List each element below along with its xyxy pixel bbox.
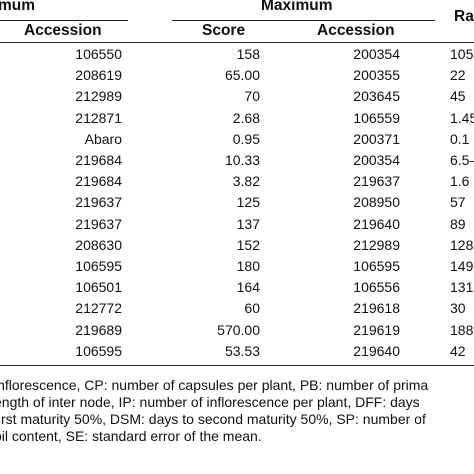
cell-score: 65.00 [224,67,260,84]
cell-score: 164 [236,279,260,296]
group-header-maximum: Maximum [261,0,333,14]
table-row: Abaro 0.95 200371 0.1 [0,129,474,150]
cell-score: 152 [236,236,260,253]
group-rule-max [172,20,435,21]
footnote-line-2: ength of inter node, IP: number of inflo… [0,394,420,410]
cell-range: 30 [450,300,466,317]
cell-score: 53.53 [224,342,260,359]
footnote-line-4: oil content, SE: standard error of the m… [0,428,262,444]
table-row: 219684 10.33 200354 6.5– [0,150,474,171]
table-row: 106595 53.53 219640 42 [0,341,474,362]
cell-min-accession: 106501 [75,279,122,296]
cell-min-accession: 106550 [75,46,122,62]
cell-min-accession: 208630 [75,236,122,253]
group-rule-min [0,20,128,21]
cell-range: 42 [450,342,466,359]
cell-min-accession: 106595 [75,258,122,274]
cell-range: 0.1 [450,130,470,147]
cell-range: 105 [450,46,474,62]
cell-range: 89 [450,215,466,232]
cell-score: 125 [236,194,260,211]
cell-min-accession: 212989 [75,88,122,105]
cell-min-accession: 219684 [75,152,122,168]
cell-min-accession: 106595 [75,342,122,359]
cell-max-accession: 219637 [353,173,400,190]
cell-min-accession: 219637 [75,194,122,211]
cell-max-accession: 219618 [353,300,400,317]
cell-max-accession: 200354 [353,46,400,62]
cell-range: 57 [450,194,466,211]
cell-max-accession: 106559 [353,109,400,126]
cell-max-accession: 219619 [353,321,400,338]
cell-range: 45 [450,88,466,105]
cell-score: 10.33 [224,152,260,168]
cell-range: 149 [450,258,474,274]
col-header-accession-min: Accession [24,22,102,39]
cell-score: 570.00 [217,321,260,338]
cell-score: 0.95 [232,130,260,147]
table-row: 212989 70 203645 45 [0,86,474,107]
cell-min-accession: 219684 [75,173,122,190]
cell-max-accession: 200371 [353,130,400,147]
group-header-minimum: mum [0,0,36,14]
cell-range: 22 [450,67,466,84]
cell-score: 180 [236,258,260,274]
cell-score: 2.68 [232,109,260,126]
cell-score: 158 [236,46,260,62]
table-row: 212871 2.68 106559 1.45 [0,108,474,129]
col-header-accession-max: Accession [317,22,395,39]
table-row: 106550 158 200354 105 [0,44,474,65]
table-row: 106501 164 106556 131 [0,277,474,298]
cell-max-accession: 200354 [353,152,400,168]
cell-range: 6.5– [450,152,474,168]
cell-min-accession: 212772 [75,300,122,317]
cell-min-accession: 219689 [75,321,122,338]
cell-max-accession: 200355 [353,67,400,84]
cell-max-accession: 106556 [353,279,400,296]
cell-score: 3.82 [232,173,260,190]
cell-range: 1.6 [450,173,470,190]
table-row: 219689 570.00 219619 188 [0,320,474,341]
table-row: 219684 3.82 219637 1.6 [0,171,474,192]
cell-range: 188 [450,321,474,338]
cell-min-accession: 212871 [75,109,122,126]
table-row: 212772 60 219618 30 [0,298,474,319]
cell-max-accession: 106595 [353,258,400,274]
cell-min-accession: 208619 [75,67,122,84]
cell-max-accession: 219640 [353,215,400,232]
cell-max-accession: 212989 [353,236,400,253]
group-header-range: Ra [454,8,474,25]
cell-min-accession: 219637 [75,215,122,232]
cell-max-accession: 219640 [353,342,400,359]
cell-score: 70 [244,88,260,105]
footnote-line-3: first maturity 50%, DSM: days to second … [0,411,426,427]
table-row: 219637 137 219640 89 [0,214,474,235]
table-row: 219637 125 208950 57 [0,192,474,213]
cell-min-accession: Abaro [84,130,122,147]
cell-max-accession: 203645 [353,88,400,105]
col-header-score: Score [202,22,246,39]
cell-max-accession: 208950 [353,194,400,211]
cell-range: 1.45 [450,109,474,126]
cell-range: 128 [450,236,474,253]
cell-range: 131 [450,279,474,296]
cell-score: 137 [236,215,260,232]
table-bottom-rule [0,365,474,366]
header-bottom-rule [0,42,474,43]
footnote-line-1: inflorescence, CP: number of capsules pe… [0,377,429,393]
table-row: 106595 180 106595 149 [0,256,474,277]
table-row: 208630 152 212989 128 [0,235,474,256]
table-row: 208619 65.00 200355 22 [0,65,474,86]
cell-score: 60 [244,300,260,317]
